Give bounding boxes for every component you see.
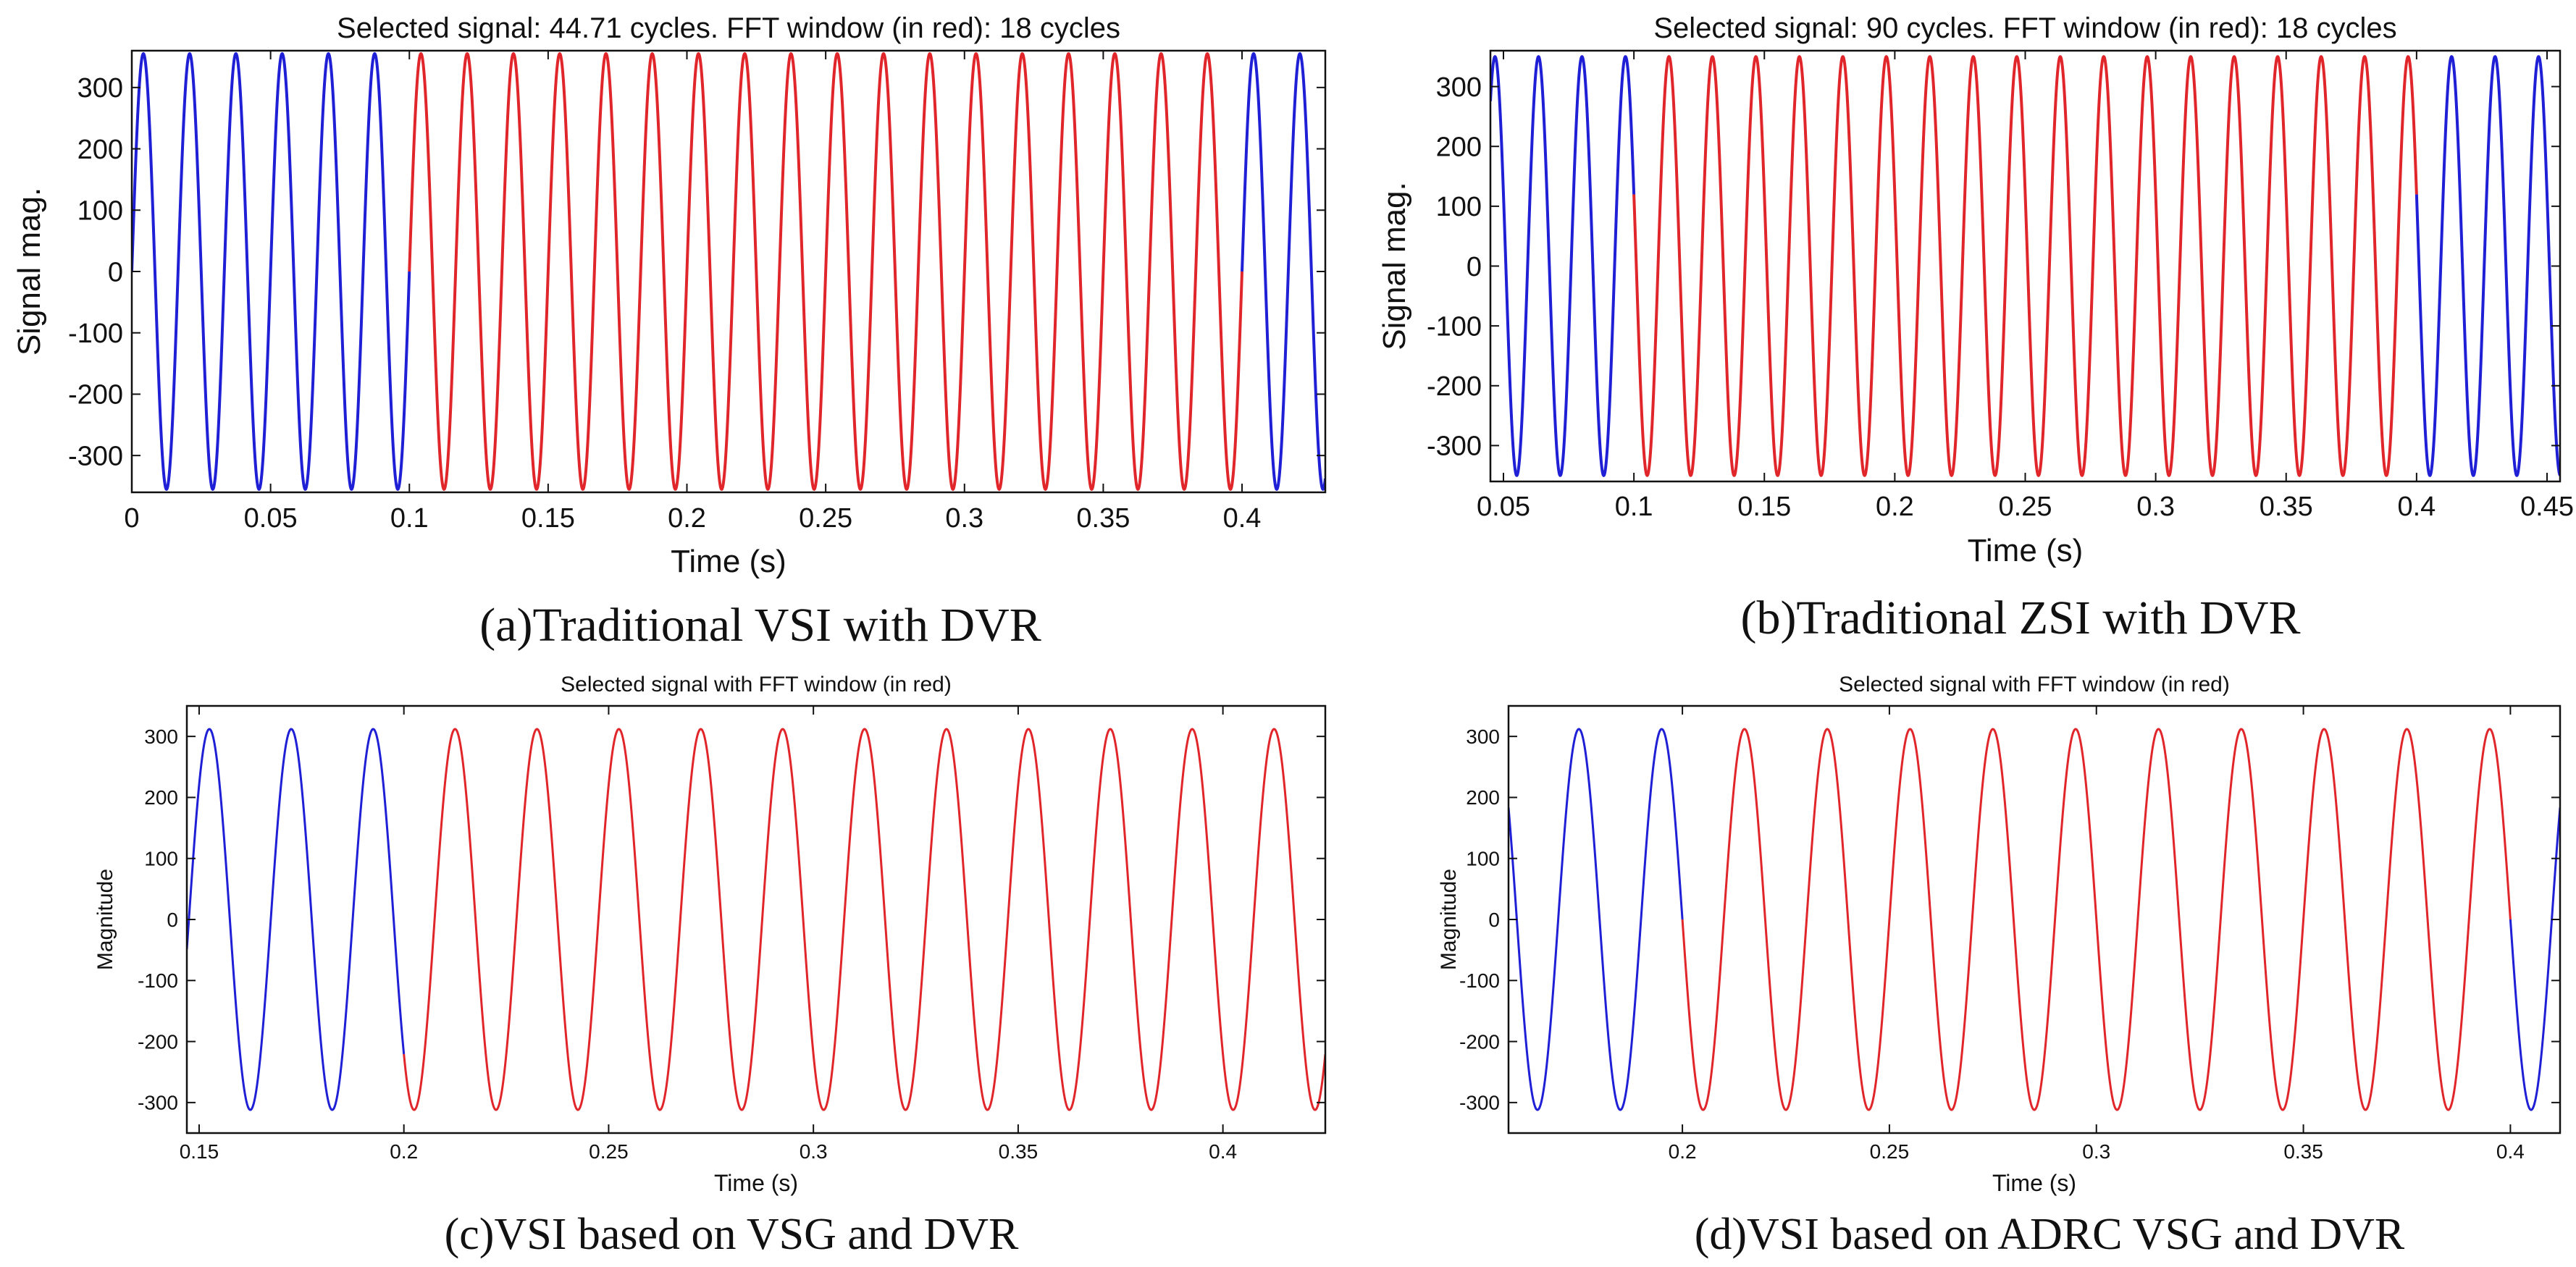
y-tick-label: -300 <box>1459 1092 1500 1114</box>
x-tick-label: 0.2 <box>390 1140 418 1163</box>
y-tick-label: -300 <box>138 1092 178 1114</box>
y-tick-label: 100 <box>77 196 123 227</box>
x-tick-label: 0.3 <box>2082 1140 2110 1163</box>
y-tick-label: 300 <box>1436 72 1482 103</box>
y-tick-label: -200 <box>68 380 123 411</box>
chart-title: Selected signal: 44.71 cycles. FFT windo… <box>337 12 1120 44</box>
selected-signal-line-before <box>187 728 406 1111</box>
y-tick-label: -100 <box>1459 969 1500 992</box>
y-tick-label: -200 <box>1427 371 1482 402</box>
y-tick-label: 100 <box>1466 848 1500 870</box>
x-tick-label: 0.4 <box>2397 492 2436 522</box>
x-tick-label: 0.45 <box>2520 492 2574 522</box>
y-tick-label: 200 <box>1466 786 1500 809</box>
y-tick-label: 300 <box>77 73 123 104</box>
x-axis-label: Time (s) <box>1992 1170 2076 1196</box>
x-tick-label: 0.3 <box>800 1140 828 1163</box>
x-tick-label: 0.2 <box>668 503 706 534</box>
y-tick-label: 0 <box>108 257 123 287</box>
y-axis-label: Signal mag. <box>12 188 47 355</box>
x-tick-label: 0.05 <box>1477 492 1530 522</box>
y-tick-label: 0 <box>1488 909 1500 931</box>
x-tick-label: 0 <box>124 503 139 534</box>
y-tick-label: 300 <box>1466 725 1500 748</box>
selected-signal-line-after <box>1241 51 1325 492</box>
y-tick-label: -100 <box>1427 311 1482 342</box>
chart-title: Selected signal: 90 cycles. FFT window (… <box>1653 12 2396 44</box>
x-tick-label: 0.1 <box>1615 492 1653 522</box>
y-axis-label: Magnitude <box>1437 869 1461 970</box>
x-tick-label: 0.25 <box>1999 492 2052 522</box>
chart-title: Selected signal with FFT window (in red) <box>561 673 952 696</box>
y-tick-label: 200 <box>144 786 178 809</box>
fft-window-line <box>403 728 1325 1111</box>
panel-caption: (b)Traditional ZSI with DVR <box>1740 592 2300 644</box>
x-tick-label: 0.15 <box>180 1140 219 1163</box>
waveforms <box>1509 728 2560 1111</box>
x-tick-label: 0.25 <box>1870 1140 1910 1163</box>
axes-box <box>1507 704 2562 1135</box>
y-axis-label: Signal mag. <box>1377 182 1412 350</box>
x-tick-label: 0.2 <box>1876 492 1914 522</box>
selected-signal-line-after <box>2509 807 2560 1111</box>
x-tick-label: 0.35 <box>2260 492 2313 522</box>
panel-caption: (c)VSI based on VSG and DVR <box>445 1210 1019 1259</box>
x-tick-label: 0.25 <box>589 1140 629 1163</box>
selected-signal-line-before <box>132 51 411 492</box>
selected-signal-line-after <box>2415 54 2560 477</box>
x-tick-label: 0.35 <box>1076 503 1130 534</box>
chart-title: Selected signal with FFT window (in red) <box>1839 673 2230 696</box>
waveforms <box>132 51 1325 492</box>
axes-box <box>1489 49 2562 483</box>
x-tick-label: 0.35 <box>2283 1140 2323 1163</box>
y-axis-label: Magnitude <box>93 869 117 970</box>
panel-c: 0.15 0.2 0.25 0.3 0.35 0.4 300 200 100 0 -100 -200 -… <box>93 673 1327 1259</box>
x-tick-label: 0.4 <box>1223 503 1262 534</box>
axes-box <box>185 704 1327 1135</box>
panel-d: 0.2 0.25 0.3 0.35 0.4 300 200 100 0 -100 -200 -300 S… <box>1437 673 2562 1259</box>
y-tick-label: 100 <box>144 848 178 870</box>
x-tick-label: 0.15 <box>521 503 575 534</box>
selected-signal-line-before <box>1490 54 1636 478</box>
x-tick-label: 0.4 <box>2496 1140 2525 1163</box>
y-tick-label: -100 <box>68 319 123 349</box>
fft-window-line <box>1681 728 2512 1111</box>
y-tick-label: 0 <box>1467 252 1482 282</box>
y-tick-label: 200 <box>77 135 123 165</box>
panel-caption: (d)VSI based on ADRC VSG and DVR <box>1695 1210 2405 1259</box>
y-tick-label: -300 <box>68 441 123 471</box>
x-axis-label: Time (s) <box>714 1170 798 1196</box>
y-tick-label: -200 <box>1459 1030 1500 1053</box>
y-tick-label: 200 <box>1436 132 1482 163</box>
x-tick-label: 0.1 <box>390 503 429 534</box>
x-tick-label: 0.2 <box>1669 1140 1697 1163</box>
selected-signal-line-before <box>1509 728 1684 1111</box>
x-tick-label: 0.3 <box>945 503 983 534</box>
y-tick-label: 100 <box>1436 192 1482 222</box>
x-axis-label: Time (s) <box>1968 533 2084 568</box>
x-tick-label: 0.3 <box>2136 492 2175 522</box>
y-tick-label: -100 <box>138 969 178 992</box>
x-axis-label: Time (s) <box>671 544 786 579</box>
fft-window-line <box>408 51 1244 492</box>
y-tick-label: -300 <box>1427 432 1482 462</box>
panel-a: 0 0.05 0.1 0.15 0.2 0.25 0.3 0.35 0.4 300 200 100 0 -… <box>12 12 1327 652</box>
x-tick-label: 0.15 <box>1737 492 1791 522</box>
x-tick-label: 0.05 <box>244 503 298 534</box>
waveforms <box>1490 54 2560 478</box>
y-tick-label: -200 <box>138 1030 178 1053</box>
panel-b: 0.05 0.1 0.15 0.2 0.25 0.3 0.35 0.4 0.45 300 200 10… <box>1377 12 2574 644</box>
y-tick-label: 0 <box>167 909 178 931</box>
x-tick-label: 0.35 <box>999 1140 1039 1163</box>
panel-caption: (a)Traditional VSI with DVR <box>479 599 1041 652</box>
fft-window-line <box>1632 54 2418 478</box>
waveforms <box>187 728 1325 1111</box>
x-tick-label: 0.25 <box>799 503 852 534</box>
x-tick-label: 0.4 <box>1209 1140 1237 1163</box>
y-tick-label: 300 <box>144 725 178 748</box>
